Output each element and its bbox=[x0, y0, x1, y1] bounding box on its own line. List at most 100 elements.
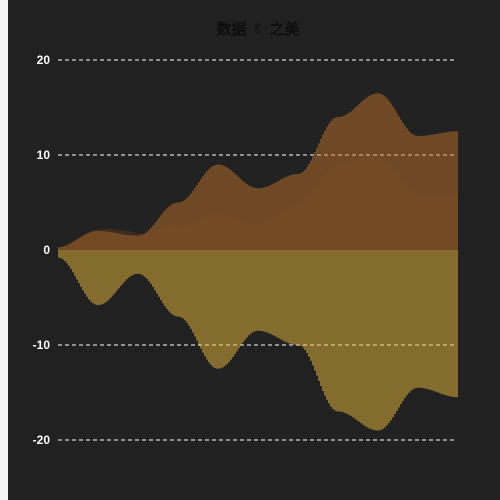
positive-bar bbox=[242, 180, 244, 250]
negative-bar bbox=[322, 250, 324, 391]
negative-bar bbox=[230, 250, 232, 360]
positive-bar bbox=[328, 123, 330, 250]
positive-bar bbox=[278, 180, 280, 250]
negative-bar bbox=[396, 250, 398, 411]
positive-bar bbox=[64, 245, 66, 250]
positive-bar bbox=[144, 233, 146, 250]
negative-bar bbox=[144, 250, 146, 277]
negative-bar bbox=[332, 250, 334, 409]
positive-bar bbox=[268, 185, 270, 250]
positive-bar bbox=[162, 212, 164, 250]
positive-bar bbox=[310, 160, 312, 250]
positive-bar bbox=[126, 234, 128, 250]
negative-bar bbox=[130, 250, 132, 277]
positive-bar bbox=[290, 175, 292, 250]
negative-bar bbox=[298, 250, 300, 346]
negative-bar bbox=[218, 250, 220, 369]
negative-bar bbox=[104, 250, 106, 303]
negative-bar bbox=[398, 250, 400, 408]
negative-bar bbox=[284, 250, 286, 342]
negative-bar bbox=[62, 250, 64, 260]
chart-title: 数据 ✌ 之美 bbox=[216, 20, 300, 38]
positive-bar bbox=[430, 134, 432, 250]
negative-bar bbox=[344, 250, 346, 413]
negative-bar bbox=[422, 250, 424, 389]
positive-bar bbox=[112, 232, 114, 250]
positive-bar bbox=[294, 174, 296, 250]
positive-bar bbox=[240, 179, 242, 250]
negative-bar bbox=[140, 250, 142, 275]
positive-bar bbox=[374, 93, 376, 250]
positive-bar bbox=[70, 243, 72, 250]
positive-bar bbox=[170, 204, 172, 250]
positive-bar bbox=[76, 239, 78, 250]
grid-lines bbox=[58, 59, 456, 441]
negative-bar bbox=[194, 250, 196, 337]
positive-bar bbox=[154, 223, 156, 250]
positive-bar bbox=[348, 112, 350, 250]
negative-bar bbox=[356, 250, 358, 421]
positive-bar bbox=[94, 231, 96, 250]
negative-bar bbox=[138, 250, 140, 274]
negative-bar bbox=[226, 250, 228, 365]
negative-bar bbox=[202, 250, 204, 353]
negative-bar bbox=[424, 250, 426, 389]
negative-bar bbox=[290, 250, 292, 344]
negative-bar bbox=[434, 250, 436, 392]
positive-bar bbox=[266, 186, 268, 250]
negative-bar bbox=[124, 250, 126, 282]
positive-bar bbox=[382, 94, 384, 250]
negative-bar bbox=[376, 250, 378, 431]
positive-bar bbox=[114, 232, 116, 250]
negative-bar bbox=[150, 250, 152, 284]
positive-bar bbox=[372, 94, 374, 251]
negative-bar bbox=[264, 250, 266, 332]
negative-bar bbox=[146, 250, 148, 279]
positive-bar bbox=[236, 175, 238, 250]
positive-bar bbox=[352, 109, 354, 250]
negative-bar bbox=[390, 250, 392, 421]
negative-bar bbox=[208, 250, 210, 363]
negative-bar bbox=[260, 250, 262, 331]
positive-bar bbox=[456, 131, 458, 250]
negative-bar bbox=[166, 250, 168, 310]
positive-bar bbox=[316, 147, 318, 250]
positive-bar bbox=[286, 176, 288, 250]
positive-bar bbox=[448, 131, 450, 250]
negative-bar bbox=[120, 250, 122, 286]
positive-bar bbox=[80, 237, 82, 250]
negative-bar bbox=[206, 250, 208, 360]
negative-bar bbox=[156, 250, 158, 294]
negative-bar bbox=[222, 250, 224, 368]
negative-bar bbox=[428, 250, 430, 390]
negative-bar bbox=[262, 250, 264, 332]
positive-bar bbox=[200, 179, 202, 250]
positive-bar bbox=[118, 233, 120, 250]
negative-bar bbox=[216, 250, 218, 369]
negative-bar bbox=[272, 250, 274, 336]
negative-bar bbox=[154, 250, 156, 291]
positive-bar bbox=[452, 131, 454, 250]
negative-bar bbox=[346, 250, 348, 414]
positive-bar bbox=[326, 126, 328, 250]
negative-bar bbox=[68, 250, 70, 266]
positive-bar bbox=[296, 174, 298, 250]
positive-bar bbox=[92, 231, 94, 250]
negative-bar bbox=[350, 250, 352, 417]
positive-bar bbox=[220, 164, 222, 250]
negative-bar bbox=[136, 250, 138, 274]
negative-bar bbox=[64, 250, 66, 262]
negative-bar bbox=[184, 250, 186, 321]
negative-bar bbox=[152, 250, 154, 287]
negative-bar bbox=[82, 250, 84, 291]
negative-bar bbox=[318, 250, 320, 381]
negative-bar bbox=[192, 250, 194, 333]
negative-bar bbox=[78, 250, 80, 284]
positive-bar bbox=[346, 114, 348, 251]
positive-bar bbox=[390, 103, 392, 251]
positive-bar bbox=[102, 231, 104, 250]
positive-bar bbox=[270, 184, 272, 250]
positive-bar bbox=[124, 234, 126, 250]
negative-bar bbox=[316, 250, 318, 376]
positive-bar bbox=[406, 128, 408, 250]
